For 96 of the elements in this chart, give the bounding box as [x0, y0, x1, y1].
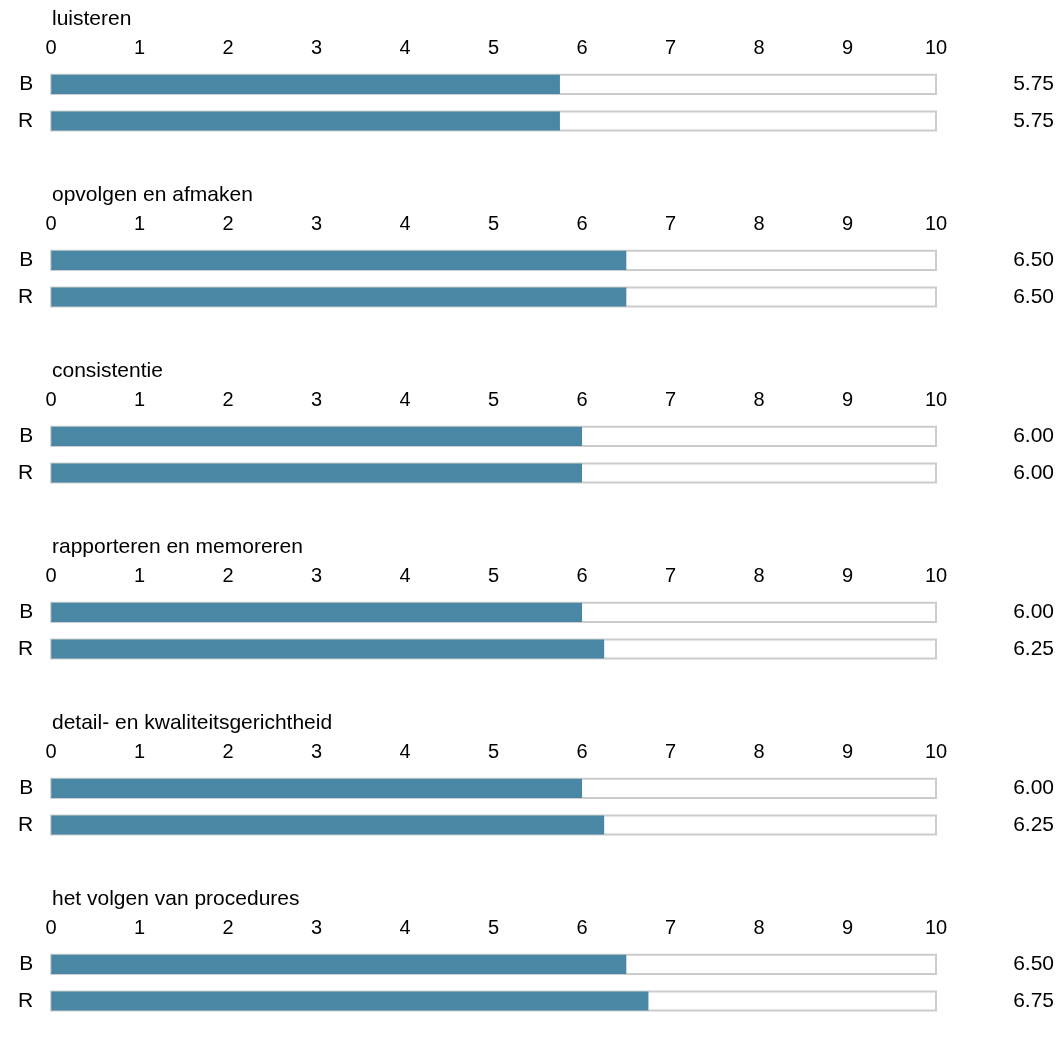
x-tick-label: 7 — [664, 211, 677, 234]
x-tick-label: 10 — [924, 563, 948, 586]
y-tick-label: B — [19, 599, 34, 623]
chart-title: opvolgen en afmaken — [52, 182, 253, 206]
x-tick-label: 1 — [134, 739, 146, 762]
x-tick-label: 6 — [576, 915, 588, 938]
y-tick-label: R — [17, 635, 34, 659]
y-tick-label: B — [19, 775, 34, 799]
x-tick-label: 9 — [841, 739, 854, 762]
data-label: 6.50 — [1013, 247, 1054, 271]
x-tick-label: 2 — [222, 739, 234, 762]
data-label: 6.00 — [1013, 459, 1054, 483]
chart-title: detail- en kwaliteitsgerichtheid — [52, 710, 333, 734]
x-tick-label: 0 — [45, 387, 57, 410]
chart-title: rapporteren en memoreren — [52, 534, 303, 558]
x-tick-label: 2 — [222, 563, 234, 586]
x-tick-label: 5 — [488, 739, 500, 762]
x-tick-label: 0 — [45, 563, 57, 586]
x-tick-label: 6 — [576, 35, 588, 58]
chart-title: consistentie — [52, 358, 163, 382]
y-tick-label: R — [17, 811, 34, 835]
data-label: 5.75 — [1013, 71, 1054, 95]
y-tick-label: R — [17, 459, 34, 483]
x-tick-label: 5 — [488, 35, 500, 58]
x-tick-label: 5 — [488, 563, 500, 586]
x-tick-label: 2 — [222, 387, 234, 410]
x-tick-label: 1 — [134, 915, 146, 938]
data-label: 6.00 — [1013, 775, 1054, 799]
x-tick-label: 8 — [753, 35, 765, 58]
x-tick-label: 4 — [399, 387, 411, 410]
x-tick-label: 6 — [576, 563, 588, 586]
x-tick-label: 3 — [311, 739, 323, 762]
x-tick-label: 2 — [222, 915, 234, 938]
x-tick-label: 1 — [134, 211, 146, 234]
data-label: 6.50 — [1013, 951, 1054, 975]
x-tick-label: 8 — [753, 387, 765, 410]
x-tick-label: 0 — [45, 915, 57, 938]
data-label: 6.25 — [1013, 635, 1054, 659]
x-tick-label: 5 — [488, 915, 500, 938]
x-tick-label: 6 — [576, 211, 588, 234]
x-tick-label: 7 — [664, 563, 677, 586]
data-label: 6.75 — [1013, 987, 1054, 1011]
chart-title: luisteren — [52, 6, 132, 30]
data-label: 6.00 — [1013, 423, 1054, 447]
x-tick-label: 9 — [841, 915, 854, 938]
x-tick-label: 9 — [841, 211, 854, 234]
x-tick-label: 6 — [576, 387, 588, 410]
y-tick-label: B — [19, 71, 34, 95]
x-tick-label: 3 — [311, 563, 323, 586]
x-tick-label: 7 — [664, 387, 677, 410]
x-tick-label: 8 — [753, 563, 765, 586]
x-tick-label: 8 — [753, 211, 765, 234]
x-tick-label: 10 — [924, 35, 948, 58]
x-tick-label: 0 — [45, 35, 57, 58]
x-tick-label: 2 — [222, 211, 234, 234]
x-tick-label: 4 — [399, 35, 411, 58]
x-tick-label: 4 — [399, 563, 411, 586]
y-tick-label: R — [17, 107, 34, 131]
x-tick-label: 2 — [222, 35, 234, 58]
y-tick-label: B — [19, 423, 34, 447]
x-tick-label: 3 — [311, 211, 323, 234]
x-tick-label: 8 — [753, 739, 765, 762]
x-tick-label: 3 — [311, 387, 323, 410]
x-tick-label: 1 — [134, 35, 146, 58]
data-label: 6.00 — [1013, 599, 1054, 623]
x-tick-label: 0 — [45, 739, 57, 762]
x-tick-label: 4 — [399, 211, 411, 234]
data-label: 6.50 — [1013, 283, 1054, 307]
x-tick-label: 10 — [924, 387, 948, 410]
x-tick-label: 4 — [399, 915, 411, 938]
x-tick-label: 7 — [664, 35, 677, 58]
y-tick-label: R — [17, 283, 34, 307]
y-tick-label: R — [17, 987, 34, 1011]
data-label: 6.25 — [1013, 811, 1054, 835]
x-tick-label: 1 — [134, 563, 146, 586]
x-tick-label: 6 — [576, 739, 588, 762]
x-tick-label: 7 — [664, 739, 677, 762]
x-tick-label: 9 — [841, 387, 854, 410]
x-tick-label: 4 — [399, 739, 411, 762]
x-tick-label: 5 — [488, 211, 500, 234]
y-tick-label: B — [19, 951, 34, 975]
x-tick-label: 9 — [841, 563, 854, 586]
x-tick-label: 10 — [924, 211, 948, 234]
y-tick-label: B — [19, 247, 34, 271]
x-tick-label: 10 — [924, 915, 948, 938]
x-tick-label: 8 — [753, 915, 765, 938]
x-tick-label: 7 — [664, 915, 677, 938]
x-tick-label: 5 — [488, 387, 500, 410]
x-tick-label: 10 — [924, 739, 948, 762]
chart-title: het volgen van procedures — [52, 886, 300, 910]
x-tick-label: 3 — [311, 915, 323, 938]
x-tick-label: 1 — [134, 387, 146, 410]
data-label: 5.75 — [1013, 107, 1054, 131]
x-tick-label: 3 — [311, 35, 323, 58]
x-tick-label: 0 — [45, 211, 57, 234]
x-tick-label: 9 — [841, 35, 854, 58]
